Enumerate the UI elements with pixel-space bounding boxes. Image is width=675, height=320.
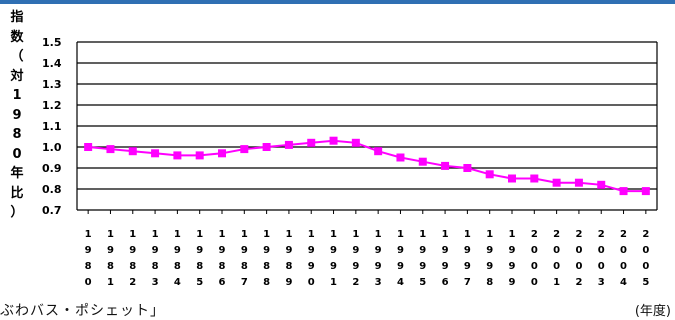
data-point: [463, 164, 472, 172]
data-point: [218, 149, 226, 158]
y-tick-label: 1.1: [42, 120, 62, 133]
data-point: [508, 174, 516, 183]
footer-caption: ぶわバス・ポシェット」: [0, 303, 165, 319]
data-point: [351, 138, 360, 147]
y-tick-label: 1.2: [42, 99, 62, 112]
y-tick-label: 0.8: [42, 183, 62, 196]
data-point: [329, 136, 338, 145]
data-point: [441, 161, 450, 170]
y-tick-label: 1.3: [42, 78, 62, 91]
y-tick-label: 0.9: [42, 162, 62, 175]
y-tick-label: 0.7: [42, 204, 62, 217]
data-point: [240, 145, 249, 154]
data-point: [284, 140, 293, 149]
data-point: [151, 149, 160, 158]
series-line: [88, 139, 646, 193]
x-axis-unit: (年度): [634, 304, 671, 319]
data-point: [418, 157, 427, 166]
data-point: [530, 174, 539, 183]
data-point: [619, 187, 628, 196]
data-point: [552, 178, 561, 187]
data-point: [262, 143, 271, 151]
y-tick-label: 1.4: [42, 57, 62, 70]
data-point: [128, 147, 137, 156]
data-point: [574, 178, 583, 187]
data-point: [307, 138, 316, 147]
data-point: [173, 151, 182, 160]
data-point: [84, 143, 93, 151]
data-point: [396, 153, 405, 162]
data-point: [641, 187, 650, 196]
top-border: [0, 0, 675, 4]
data-point: [374, 147, 383, 156]
data-point: [106, 145, 115, 154]
y-tick-label: 1.0: [42, 141, 62, 154]
y-axis-label: 指 数 （ 対 1 9 8 0 年 比 ）: [10, 10, 24, 220]
y-tick-label: 1.5: [42, 36, 62, 49]
data-point: [485, 170, 494, 179]
data-point: [597, 180, 606, 189]
data-point: [195, 151, 204, 160]
